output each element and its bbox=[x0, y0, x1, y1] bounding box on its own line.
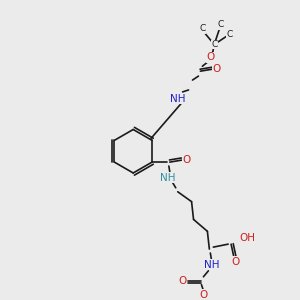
Text: OH: OH bbox=[239, 233, 255, 243]
Text: NH: NH bbox=[204, 260, 219, 270]
Text: C: C bbox=[227, 30, 233, 39]
Text: C: C bbox=[217, 20, 223, 29]
Text: O: O bbox=[231, 257, 239, 267]
Text: O: O bbox=[206, 52, 214, 62]
Text: C: C bbox=[211, 40, 218, 49]
Text: NH: NH bbox=[160, 173, 176, 183]
Text: O: O bbox=[178, 276, 187, 286]
Text: O: O bbox=[182, 155, 191, 165]
Text: O: O bbox=[199, 290, 208, 300]
Text: NH: NH bbox=[170, 94, 185, 104]
Text: O: O bbox=[212, 64, 220, 74]
Text: C: C bbox=[199, 24, 206, 33]
